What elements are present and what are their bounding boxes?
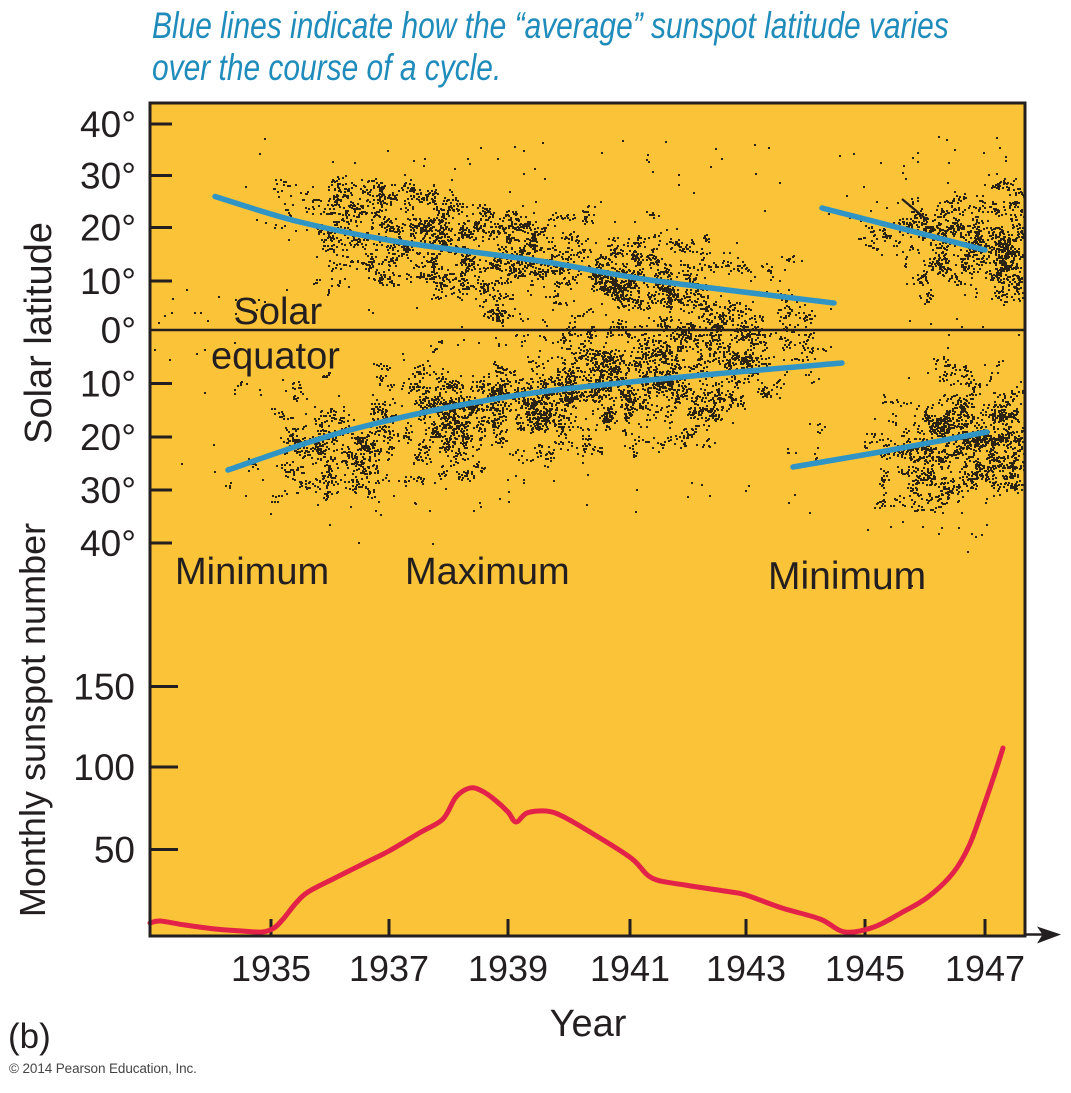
svg-text:1935: 1935 [231, 948, 311, 989]
svg-text:Solar latitude: Solar latitude [18, 222, 60, 444]
svg-text:100: 100 [73, 747, 135, 788]
svg-text:1947: 1947 [945, 948, 1025, 989]
svg-text:30°: 30° [80, 156, 136, 197]
svg-text:over the course of a cycle.: over the course of a cycle. [152, 48, 501, 89]
svg-text:(b): (b) [8, 1017, 51, 1056]
svg-text:1945: 1945 [825, 948, 905, 989]
svg-text:1943: 1943 [706, 948, 786, 989]
svg-text:20°: 20° [80, 417, 136, 458]
svg-text:40°: 40° [80, 523, 136, 564]
svg-text:Maximum: Maximum [405, 551, 570, 593]
svg-text:© 2014 Pearson Education, Inc.: © 2014 Pearson Education, Inc. [9, 1061, 197, 1076]
svg-text:Monthly sunspot number: Monthly sunspot number [12, 523, 53, 917]
svg-text:20°: 20° [80, 208, 136, 249]
svg-text:Minimum: Minimum [768, 555, 926, 598]
svg-text:Blue lines indicate how the “a: Blue lines indicate how the “average” su… [152, 6, 949, 47]
svg-text:30°: 30° [80, 470, 136, 511]
svg-text:10°: 10° [80, 261, 136, 302]
svg-text:equator: equator [211, 336, 340, 378]
svg-text:1937: 1937 [349, 948, 429, 989]
svg-text:Minimum: Minimum [175, 551, 329, 593]
svg-text:Solar: Solar [234, 291, 323, 333]
svg-text:40°: 40° [80, 104, 136, 145]
svg-text:10°: 10° [80, 364, 136, 405]
svg-text:1941: 1941 [590, 948, 670, 989]
svg-text:Year: Year [550, 1003, 627, 1045]
svg-text:50: 50 [94, 830, 135, 871]
svg-text:150: 150 [73, 667, 135, 708]
svg-text:0°: 0° [101, 310, 136, 351]
svg-text:1939: 1939 [468, 948, 548, 989]
